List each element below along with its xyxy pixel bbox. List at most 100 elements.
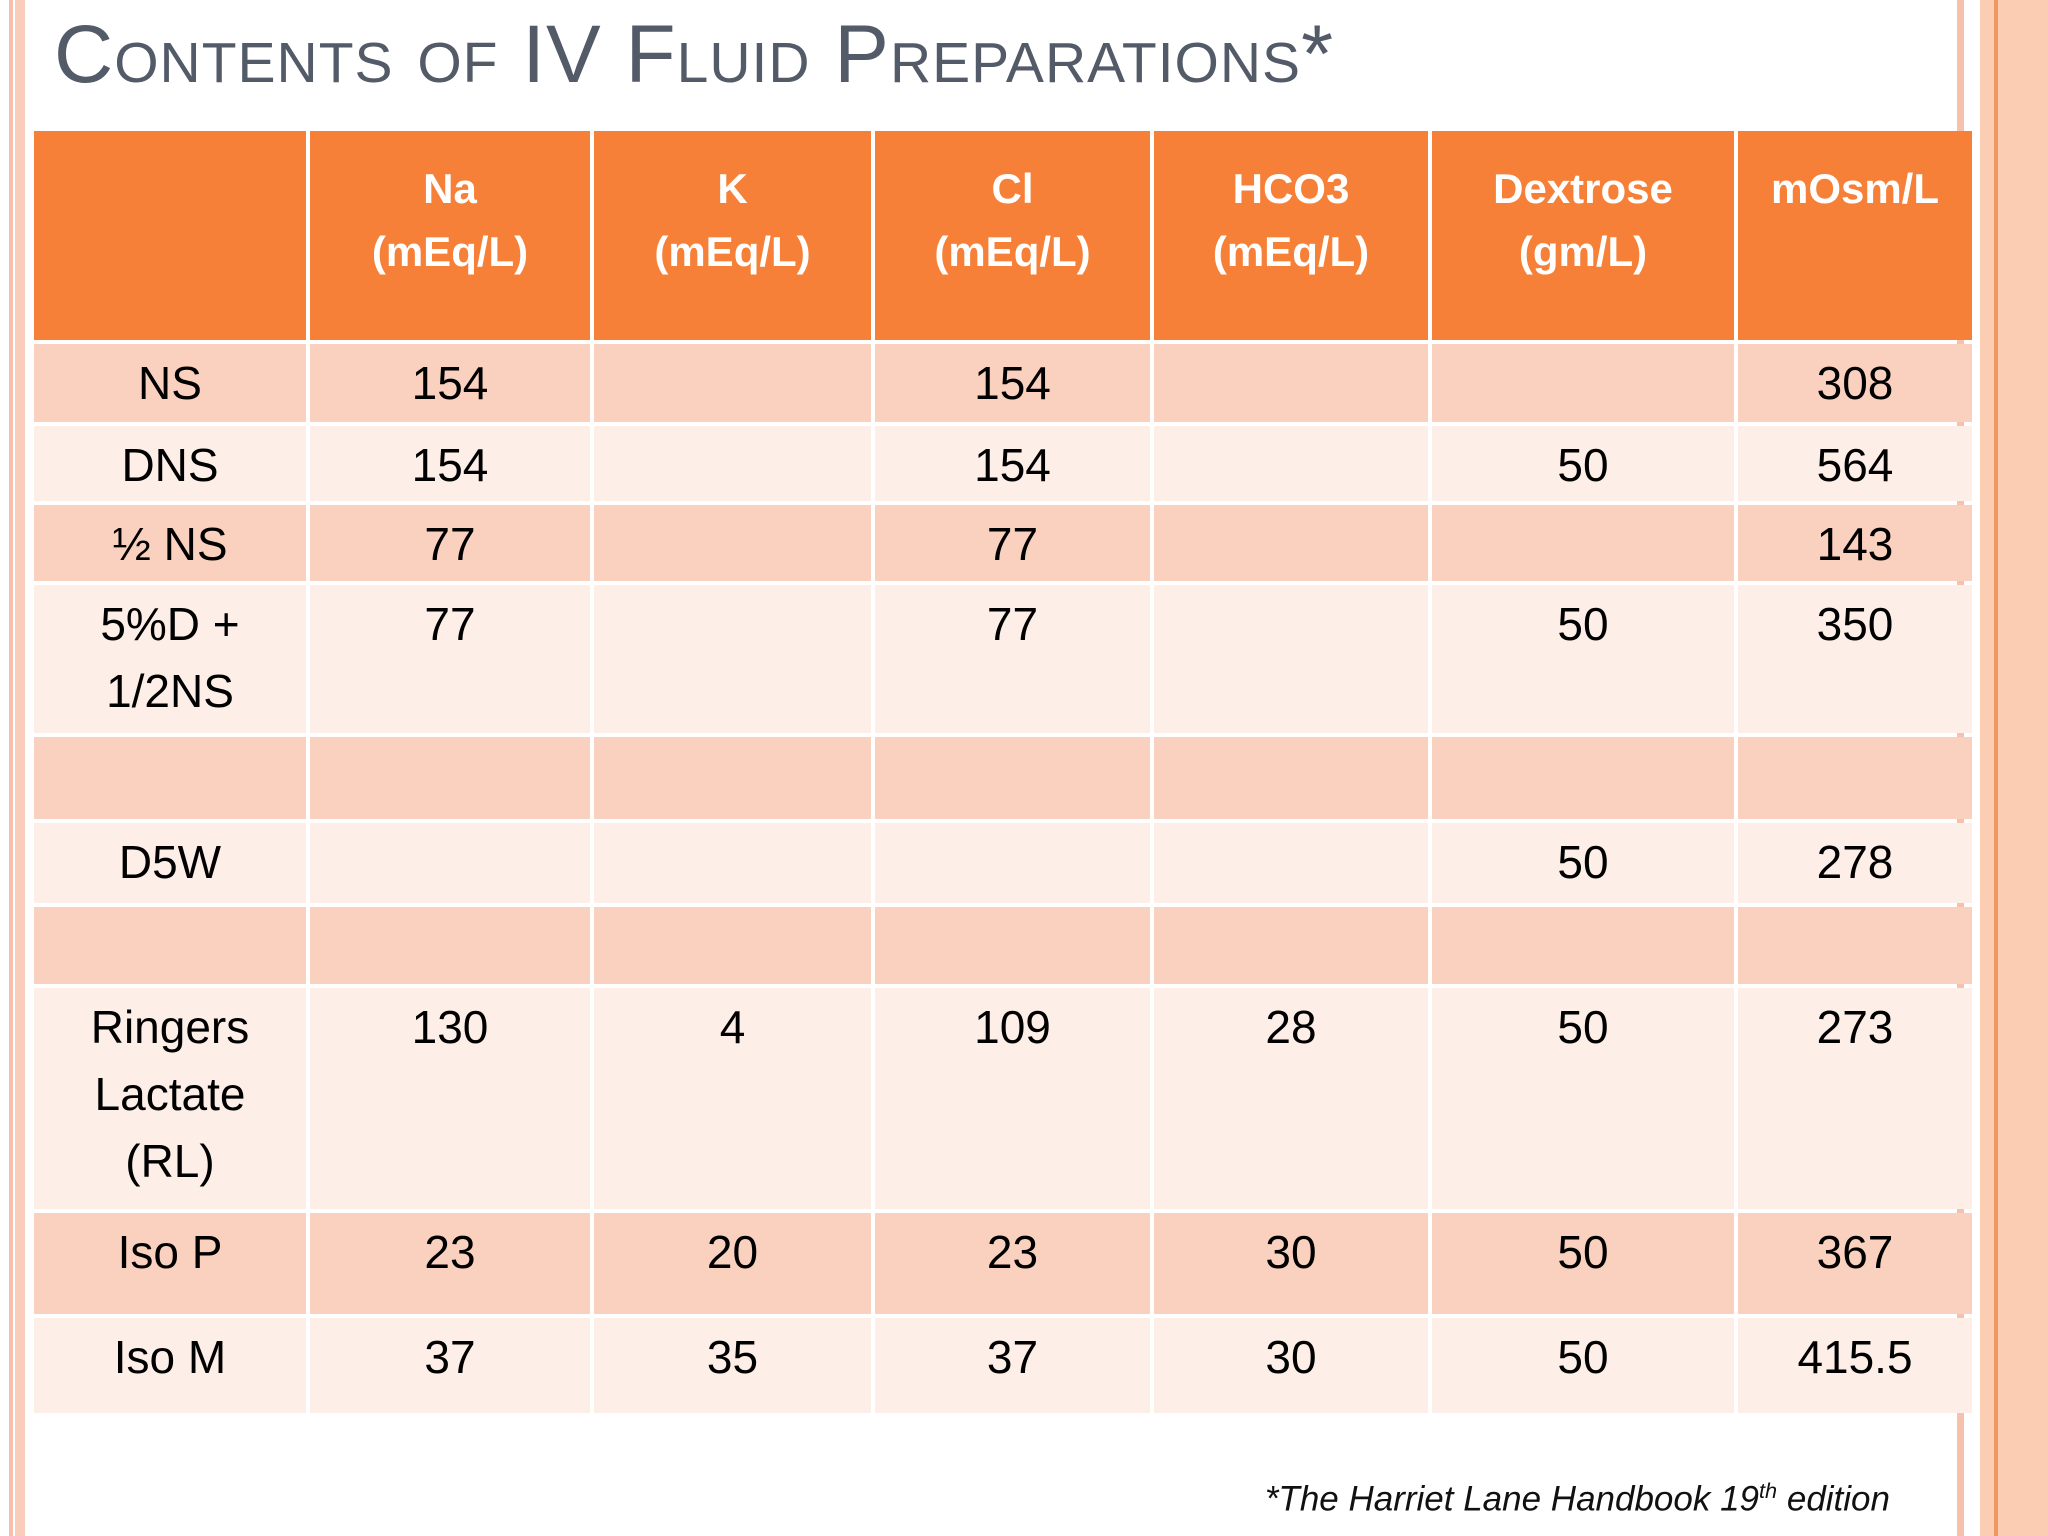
row-label [34,737,306,819]
row-label: D5W [34,823,306,903]
value-cell [1738,737,1972,819]
value-cell: 20 [594,1213,871,1314]
value-cell: 50 [1432,1318,1734,1413]
iv-fluid-table: Na (mEq/L) K (mEq/L) Cl (mEq/L) HCO3 (mEq/L… [30,127,1976,1417]
value-cell: 50 [1432,823,1734,903]
value-cell [594,823,871,903]
value-cell: 308 [1738,344,1972,422]
left-border-stripe-wide [15,0,25,1536]
value-cell [594,344,871,422]
value-cell [594,505,871,581]
value-cell [310,823,590,903]
value-cell: 154 [875,344,1150,422]
value-cell: 415.5 [1738,1318,1972,1413]
value-cell [1154,823,1428,903]
table-row [34,737,1972,819]
value-cell: 50 [1432,988,1734,1209]
value-cell: 77 [875,505,1150,581]
value-cell [1738,907,1972,984]
header-cell: K (mEq/L) [594,131,871,340]
value-cell: 35 [594,1318,871,1413]
value-cell [594,426,871,501]
value-cell: 130 [310,988,590,1209]
table-body: NS 154 154 308 DNS 154 154 50 564 ½ NS 77 77 143 5%D … [34,344,1972,1413]
right-border-band [1980,0,2048,1536]
value-cell [1154,907,1428,984]
value-cell: 367 [1738,1213,1972,1314]
value-cell: 50 [1432,585,1734,733]
header-cell-empty [34,131,306,340]
table-row: Iso P 23 20 23 30 50 367 [34,1213,1972,1314]
footnote: *The Harriet Lane Handbook 19th edition [1265,1478,1890,1520]
value-cell: 77 [310,505,590,581]
value-cell [1432,344,1734,422]
value-cell: 28 [1154,988,1428,1209]
row-label: Iso M [34,1318,306,1413]
row-label: 5%D + 1/2NS [34,585,306,733]
table-row: DNS 154 154 50 564 [34,426,1972,501]
footnote-superscript: th [1759,1478,1778,1503]
value-cell: 109 [875,988,1150,1209]
value-cell: 273 [1738,988,1972,1209]
row-label: DNS [34,426,306,501]
value-cell: 564 [1738,426,1972,501]
footnote-text: *The Harriet Lane Handbook 19 [1264,1479,1760,1519]
table-header-row: Na (mEq/L) K (mEq/L) Cl (mEq/L) HCO3 (mEq/L… [34,131,1972,340]
header-cell: Na (mEq/L) [310,131,590,340]
value-cell: 77 [875,585,1150,733]
header-cell: Cl (mEq/L) [875,131,1150,340]
value-cell [594,907,871,984]
value-cell: 4 [594,988,871,1209]
table-row: NS 154 154 308 [34,344,1972,422]
value-cell: 350 [1738,585,1972,733]
value-cell [1154,737,1428,819]
slide-title: Contents of IV Fluid Preparations* [54,9,1334,100]
value-cell: 23 [310,1213,590,1314]
header-cell: Dextrose (gm/L) [1432,131,1734,340]
value-cell: 37 [310,1318,590,1413]
row-label: ½ NS [34,505,306,581]
row-label: Iso P [34,1213,306,1314]
footnote-text-end: edition [1777,1479,1890,1519]
value-cell: 50 [1432,426,1734,501]
value-cell [1154,505,1428,581]
value-cell: 23 [875,1213,1150,1314]
value-cell [310,907,590,984]
value-cell [310,737,590,819]
value-cell [594,585,871,733]
right-border-band-line [1994,0,1998,1536]
row-label [34,907,306,984]
table-row: 5%D + 1/2NS 77 77 50 350 [34,585,1972,733]
value-cell: 50 [1432,1213,1734,1314]
table-row: Ringers Lactate (RL) 130 4 109 28 50 273 [34,988,1972,1209]
value-cell: 154 [310,426,590,501]
header-cell: HCO3 (mEq/L) [1154,131,1428,340]
value-cell [875,907,1150,984]
value-cell: 143 [1738,505,1972,581]
value-cell [1432,505,1734,581]
value-cell [1154,585,1428,733]
row-label: NS [34,344,306,422]
value-cell: 30 [1154,1213,1428,1314]
value-cell: 77 [310,585,590,733]
value-cell [1432,737,1734,819]
value-cell: 37 [875,1318,1150,1413]
value-cell: 154 [875,426,1150,501]
header-cell: mOsm/L [1738,131,1972,340]
value-cell: 30 [1154,1318,1428,1413]
value-cell [1154,426,1428,501]
value-cell: 278 [1738,823,1972,903]
row-label: Ringers Lactate (RL) [34,988,306,1209]
value-cell [875,737,1150,819]
left-border-stripe-thin [9,0,13,1536]
table-row: D5W 50 278 [34,823,1972,903]
table-row: Iso M 37 35 37 30 50 415.5 [34,1318,1972,1413]
value-cell [1432,907,1734,984]
value-cell: 154 [310,344,590,422]
value-cell [1154,344,1428,422]
table-row: ½ NS 77 77 143 [34,505,1972,581]
value-cell [594,737,871,819]
table-row [34,907,1972,984]
value-cell [875,823,1150,903]
